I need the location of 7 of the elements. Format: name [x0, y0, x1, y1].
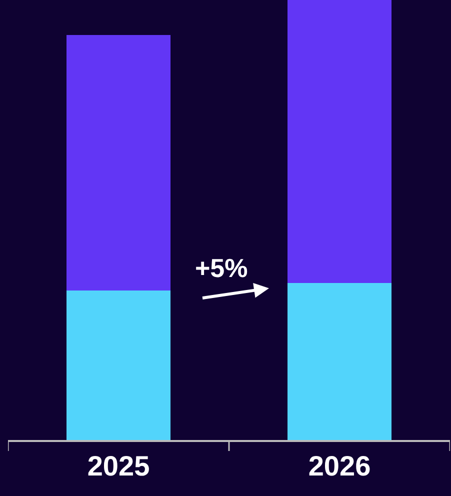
bar — [288, 282, 392, 440]
x-tick-label: 2026 — [308, 450, 371, 482]
bar — [288, 0, 392, 283]
bar — [66, 35, 170, 290]
annotation: +5% — [195, 253, 248, 283]
x-tick-label: 2025 — [87, 450, 150, 482]
bar — [66, 290, 170, 440]
